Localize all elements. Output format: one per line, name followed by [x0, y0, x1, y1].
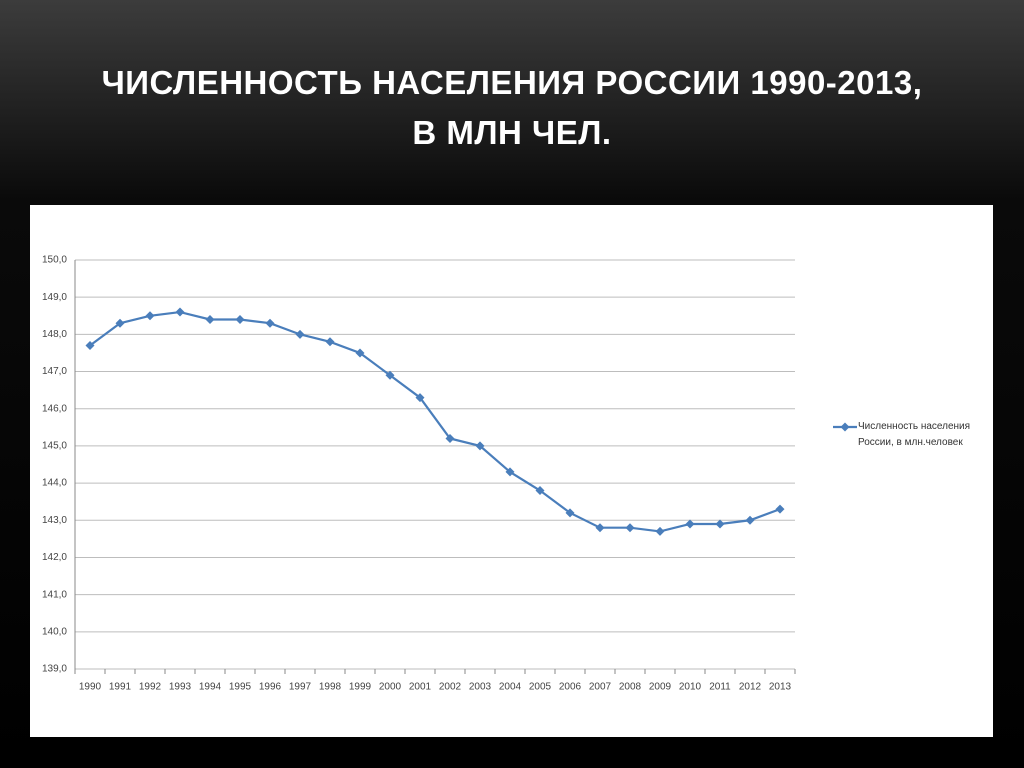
y-tick-label: 143,0 [42, 515, 67, 526]
legend-label: Численность населения России, в млн.чело… [858, 421, 971, 448]
y-tick-label: 141,0 [42, 589, 67, 600]
y-tick-label: 144,0 [42, 478, 67, 489]
data-point [295, 329, 305, 339]
data-point [595, 523, 605, 533]
x-tick-label: 2002 [439, 682, 462, 693]
data-point [145, 311, 155, 321]
data-point [265, 318, 275, 328]
x-tick-label: 1990 [79, 682, 102, 693]
y-tick-label: 149,0 [42, 292, 67, 303]
data-point [655, 526, 665, 536]
data-point [475, 441, 485, 451]
y-tick-label: 139,0 [42, 664, 67, 675]
slide-title: ЧИСЛЕННОСТЬ НАСЕЛЕНИЯ РОССИИ 1990-2013, … [101, 64, 923, 151]
data-point [175, 307, 185, 317]
x-tick-label: 2009 [649, 682, 672, 693]
y-tick-label: 146,0 [42, 403, 67, 414]
y-tick-label: 145,0 [42, 441, 67, 452]
x-tick-label: 2003 [469, 682, 492, 693]
x-tick-label: 1991 [109, 682, 132, 693]
x-tick-label: 1998 [319, 682, 342, 693]
data-point [385, 370, 395, 380]
data-point [775, 504, 785, 514]
data-point [565, 508, 575, 518]
data-point [445, 433, 455, 443]
x-tick-label: 2012 [739, 682, 762, 693]
x-tick-label: 1994 [199, 682, 222, 693]
x-tick-label: 2005 [529, 682, 552, 693]
data-point [685, 519, 695, 529]
data-point [115, 318, 125, 328]
data-point [235, 314, 245, 324]
x-tick-label: 1992 [139, 682, 162, 693]
data-point [535, 486, 545, 496]
data-point [415, 393, 425, 403]
x-tick-label: 1999 [349, 682, 372, 693]
x-tick-label: 2007 [589, 682, 612, 693]
y-tick-label: 142,0 [42, 552, 67, 563]
x-tick-label: 2006 [559, 682, 582, 693]
data-point [325, 337, 335, 347]
x-tick-label: 2000 [379, 682, 402, 693]
data-point [85, 341, 95, 351]
y-tick-label: 150,0 [42, 255, 67, 266]
x-tick-label: 1995 [229, 682, 252, 693]
x-tick-label: 2011 [709, 682, 731, 693]
x-tick-label: 2004 [499, 682, 522, 693]
x-tick-label: 1996 [259, 682, 282, 693]
x-tick-label: 2010 [679, 682, 702, 693]
data-point [205, 314, 215, 324]
y-tick-label: 147,0 [42, 366, 67, 377]
y-tick-label: 148,0 [42, 329, 67, 340]
legend-marker [840, 422, 850, 432]
data-point [715, 519, 725, 529]
y-tick-label: 140,0 [42, 626, 67, 637]
x-tick-label: 1993 [169, 682, 192, 693]
data-point [745, 515, 755, 525]
data-point [625, 523, 635, 533]
x-tick-label: 2013 [769, 682, 792, 693]
x-tick-label: 2001 [409, 682, 432, 693]
data-point [355, 348, 365, 358]
data-point [505, 467, 515, 477]
series-line [89, 310, 781, 533]
x-tick-label: 2008 [619, 682, 642, 693]
x-tick-label: 1997 [289, 682, 312, 693]
